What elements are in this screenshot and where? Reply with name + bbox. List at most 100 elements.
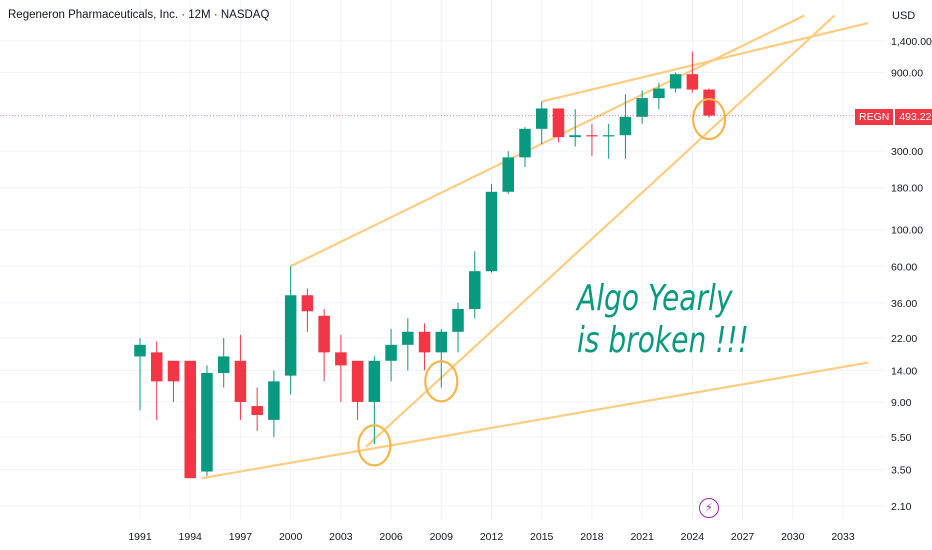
time-tick-label: 1991 xyxy=(128,531,152,543)
candle-body xyxy=(217,356,230,373)
time-tick-label: 2018 xyxy=(580,531,604,543)
candle xyxy=(418,323,431,371)
candle xyxy=(402,318,414,371)
candle xyxy=(569,109,581,147)
trendline xyxy=(201,361,869,480)
time-tick-label: 2009 xyxy=(430,531,454,543)
candle-body xyxy=(586,135,598,137)
price-tick-label: 900.00 xyxy=(891,68,923,80)
candle-body xyxy=(619,116,632,136)
time-tick-label: 2012 xyxy=(480,531,504,543)
candle-body xyxy=(535,108,548,129)
candle xyxy=(485,183,498,273)
candle xyxy=(251,387,263,431)
candle-body xyxy=(150,352,163,382)
candle-body xyxy=(201,372,213,472)
candle-body xyxy=(452,309,464,332)
annotation-line-2: is broken !!! xyxy=(577,320,749,361)
candle xyxy=(201,365,213,476)
time-axis[interactable]: 1991 1994 1997 2000 2003 2006 2009 2012 2015 2018… xyxy=(128,531,855,543)
candle-body xyxy=(284,295,297,376)
annotation-text[interactable]: Algo Yearly is broken !!! xyxy=(577,278,749,362)
candle-body xyxy=(134,344,146,357)
candle xyxy=(335,334,347,402)
candle xyxy=(318,309,330,382)
candle-body xyxy=(669,74,682,89)
price-tick-label: 22.00 xyxy=(891,333,917,345)
candle-body xyxy=(519,128,531,158)
time-tick-label: 2003 xyxy=(329,531,353,543)
price-tick-label: 14.00 xyxy=(891,365,917,377)
candle xyxy=(552,108,565,143)
candle-body xyxy=(251,406,263,415)
candle-body xyxy=(636,98,648,117)
candle-body xyxy=(469,271,481,310)
price-tick-label: 2.10 xyxy=(891,501,912,513)
candle-body xyxy=(602,135,615,137)
candle xyxy=(653,82,665,110)
candle-body xyxy=(502,157,514,192)
candle-body xyxy=(184,360,196,479)
candle xyxy=(435,328,448,388)
candle xyxy=(301,288,314,332)
annotation-line-1: Algo Yearly xyxy=(577,278,733,319)
candle xyxy=(535,101,548,145)
candle-body xyxy=(318,315,330,353)
time-tick-label: 2015 xyxy=(530,531,554,543)
candle xyxy=(469,251,481,319)
candle xyxy=(167,360,180,402)
candle-body xyxy=(569,135,581,138)
candle-body xyxy=(703,89,715,116)
candle-body xyxy=(268,381,280,420)
symbol-label: REGN xyxy=(855,109,894,125)
trendline xyxy=(290,14,805,268)
candle xyxy=(602,123,615,159)
candle xyxy=(619,94,632,159)
candle xyxy=(385,328,397,382)
price-tick-label: 60.00 xyxy=(891,261,917,273)
candle-body xyxy=(234,360,247,402)
candle xyxy=(184,360,196,479)
candle xyxy=(686,51,699,93)
candle-body xyxy=(402,331,414,345)
time-tick-label: 2033 xyxy=(831,531,855,543)
candle xyxy=(268,370,280,438)
price-tick-label: 9.00 xyxy=(891,397,912,409)
candle xyxy=(452,302,464,353)
price-tick-label: 3.50 xyxy=(891,464,912,476)
currency-label: USD xyxy=(892,10,916,22)
candle xyxy=(217,338,230,388)
time-tick-label: 1994 xyxy=(179,531,203,543)
price-axis[interactable]: 1,400.00 900.00 300.00 180.00 100.00 60.00 36.… xyxy=(891,36,932,513)
candle xyxy=(134,338,146,411)
candle-body xyxy=(167,360,180,382)
candle-body xyxy=(435,331,448,353)
candle xyxy=(636,90,648,124)
candle-body xyxy=(653,88,665,99)
time-tick-label: 2006 xyxy=(379,531,403,543)
candle xyxy=(669,72,682,93)
chart-title: Regeneron Pharmaceuticals, Inc. · 12M · … xyxy=(8,9,270,21)
candle-body xyxy=(686,74,699,90)
candle xyxy=(586,123,598,157)
candle xyxy=(519,127,531,168)
candle xyxy=(502,151,514,194)
highlight-circle xyxy=(691,97,727,141)
candle xyxy=(703,88,715,118)
highlight-circles xyxy=(357,97,727,467)
last-price-tag: REGN 493.22 xyxy=(855,109,932,125)
lightning-icon[interactable]: ⚡︎ xyxy=(699,498,719,518)
time-tick-label: 2030 xyxy=(781,531,805,543)
price-tick-label: 1,400.00 xyxy=(891,36,932,48)
candle-body xyxy=(335,352,347,366)
time-tick-label: 2027 xyxy=(731,531,755,543)
time-tick-label: 1997 xyxy=(229,531,253,543)
price-tick-label: 180.00 xyxy=(891,183,923,195)
candle-body xyxy=(385,344,397,361)
candle xyxy=(351,360,364,420)
price-tick-label: 36.00 xyxy=(891,298,917,310)
candle xyxy=(150,341,163,420)
candles xyxy=(134,51,715,479)
candle-body xyxy=(301,295,314,312)
